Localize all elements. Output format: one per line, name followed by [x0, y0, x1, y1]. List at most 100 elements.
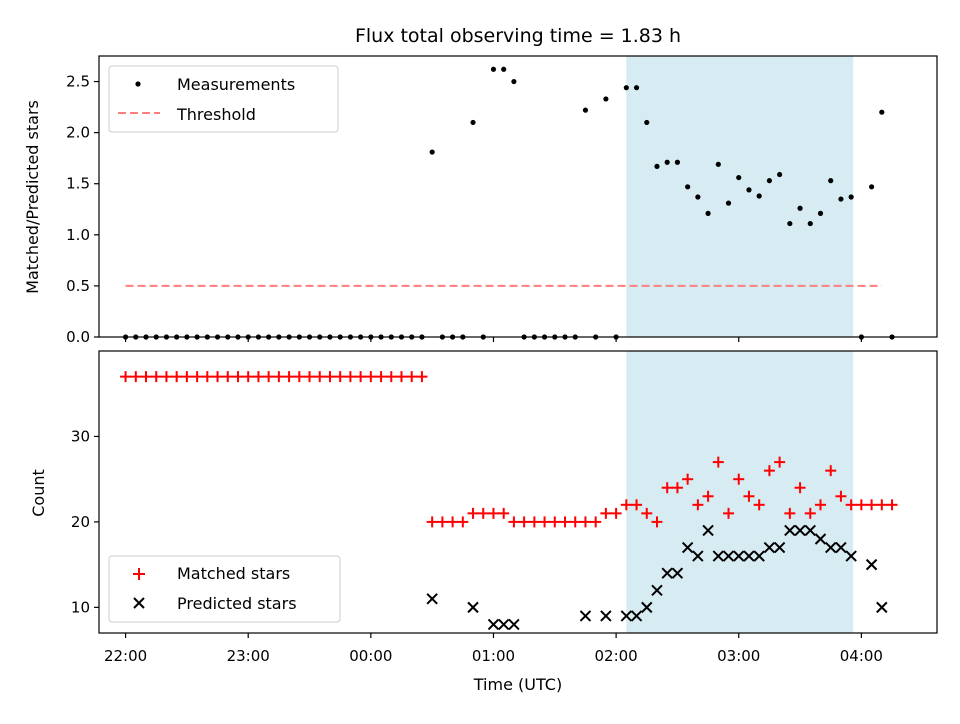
matched-star-point-50: [631, 499, 643, 511]
matched-star-point-11: [232, 371, 244, 383]
matched-star-point-38: [508, 516, 520, 528]
predicted-star-point-7: [620, 610, 633, 622]
measurement-point-45: [582, 107, 589, 113]
top-shaded-region: [626, 56, 854, 337]
matched-star-point-27: [395, 371, 407, 383]
predicted-star-point-25: [804, 524, 816, 537]
legend-predicted-label: Predicted stars: [177, 594, 297, 613]
predicted-star-point-0: [426, 593, 438, 605]
bottom-series-marks: [120, 371, 898, 631]
matched-star-point-56: [692, 499, 704, 511]
matched-star-point-58: [712, 456, 724, 468]
predicted-star-point-13: [681, 541, 694, 554]
bottom-x-tick-label-6: 04:00: [840, 647, 883, 665]
matched-star-point-28: [406, 371, 418, 383]
predicted-star-point-22: [773, 541, 786, 554]
predicted-star-point-6: [600, 610, 612, 622]
bottom-x-tick-label-5: 03:00: [717, 647, 760, 665]
predicted-star-point-21: [763, 541, 776, 554]
bottom-y-tick-label-0: 10: [71, 598, 90, 616]
matched-star-point-16: [283, 371, 295, 383]
matched-star-point-43: [559, 516, 571, 528]
matched-star-point-24: [365, 371, 377, 383]
top-y-tick-label-1: 0.5: [66, 277, 90, 295]
measurement-point-59: [725, 200, 732, 206]
matched-star-point-34: [467, 507, 479, 519]
matched-star-point-9: [212, 371, 224, 383]
measurement-point-55: [685, 184, 691, 190]
matched-star-point-40: [528, 516, 540, 528]
matched-star-point-15: [273, 371, 285, 383]
matched-star-point-32: [447, 516, 459, 528]
predicted-star-point-11: [661, 567, 673, 579]
predicted-star-point-23: [784, 524, 796, 537]
bottom-legend: Matched stars Predicted stars: [108, 555, 341, 623]
matched-star-point-63: [763, 465, 775, 477]
predicted-star-point-24: [794, 524, 806, 537]
measurement-point-30: [429, 149, 435, 155]
matched-star-point-53: [661, 482, 673, 494]
top-y-tick-label-2: 1.0: [66, 226, 90, 244]
predicted-star-point-30: [865, 558, 878, 571]
measurement-point-71: [848, 194, 854, 200]
measurement-point-66: [797, 205, 803, 211]
matched-star-point-0: [120, 371, 132, 383]
predicted-star-point-9: [641, 601, 653, 614]
top-legend-box: [108, 65, 339, 133]
bottom-x-tick-label-2: 00:00: [349, 647, 392, 665]
predicted-star-point-18: [733, 550, 745, 562]
matched-star-point-22: [344, 371, 356, 383]
matched-star-point-8: [201, 371, 213, 383]
matched-star-point-37: [498, 507, 510, 519]
top-plot-frame: [98, 55, 938, 338]
matched-star-point-57: [702, 490, 714, 502]
measurement-point-50: [633, 85, 640, 91]
matched-star-point-31: [436, 516, 448, 528]
predicted-star-point-1: [467, 601, 479, 614]
predicted-star-point-5: [579, 610, 592, 622]
measurement-point-57: [705, 210, 711, 216]
matched-star-point-17: [293, 371, 305, 383]
measurement-point-68: [817, 210, 824, 216]
top-y-axis-ticks: 0.0 0.5 1.0 1.5 2.0 2.5: [66, 73, 99, 346]
measurement-point-60: [736, 174, 742, 181]
matched-star-point-74: [876, 499, 888, 511]
top-legend: Measurements Threshold: [108, 65, 339, 133]
bottom-y-axis-label: Count: [29, 469, 48, 517]
legend-measurements-label: Measurements: [177, 75, 295, 94]
matched-star-point-30: [426, 516, 438, 528]
predicted-star-point-17: [722, 550, 735, 562]
matched-star-point-68: [814, 499, 826, 511]
top-y-tick-label-3: 1.5: [66, 175, 90, 193]
matched-star-point-72: [855, 499, 867, 511]
measurement-point-62: [756, 193, 762, 199]
bottom-x-tick-label-1: 23:00: [227, 647, 270, 665]
predicted-star-point-10: [651, 584, 663, 596]
matched-star-point-49: [620, 499, 632, 511]
measurement-point-69: [828, 178, 834, 184]
measurement-point-53: [664, 159, 670, 165]
bottom-legend-box: [108, 555, 341, 623]
top-panel: Flux total observing time = 1.83 h 0.0 0.…: [23, 25, 938, 346]
matched-star-point-61: [743, 490, 755, 502]
matched-star-point-66: [794, 482, 806, 494]
bottom-x-tick-label-4: 02:00: [594, 647, 637, 665]
matched-star-point-55: [682, 473, 694, 485]
matched-star-point-12: [242, 371, 254, 383]
matched-star-point-3: [150, 371, 162, 383]
bottom-x-axis-ticks: 22:00 23:00 00:00 01:00 02:00 03:00 04:00: [104, 633, 883, 665]
top-chart-title: Flux total observing time = 1.83 h: [355, 25, 681, 47]
matched-star-point-41: [539, 516, 551, 528]
measurement-point-51: [644, 119, 650, 126]
measurement-point-38: [511, 78, 517, 85]
matched-star-point-39: [518, 516, 530, 528]
legend-matched-marker: [133, 568, 145, 580]
matched-star-point-69: [825, 465, 837, 477]
matched-star-point-59: [723, 507, 735, 519]
top-y-tick-label-0: 0.0: [66, 328, 90, 346]
measurement-point-63: [766, 178, 773, 184]
matched-star-point-51: [641, 507, 653, 519]
measurement-point-65: [787, 220, 793, 227]
matched-star-point-42: [549, 516, 561, 528]
